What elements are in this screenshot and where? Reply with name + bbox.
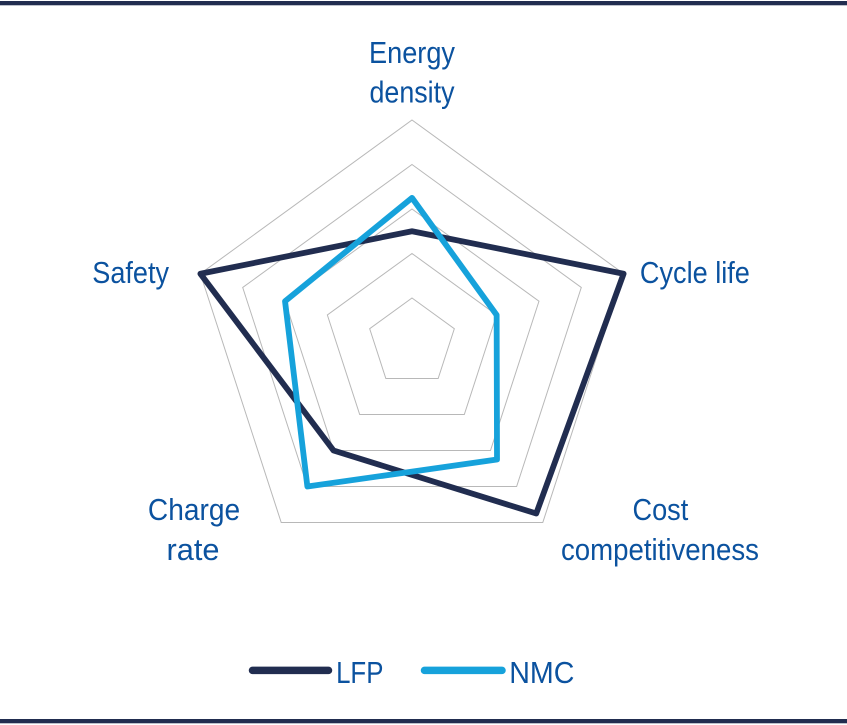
svg-text:Cycle life: Cycle life [640,255,750,290]
svg-text:LFP: LFP [336,655,383,690]
svg-text:NMC: NMC [509,655,574,690]
svg-text:density: density [370,75,455,110]
svg-text:rate: rate [167,532,220,567]
svg-text:Safety: Safety [92,255,169,290]
svg-text:Energy: Energy [369,35,455,70]
svg-text:Charge: Charge [148,492,240,527]
svg-text:Cost: Cost [633,492,689,527]
svg-text:competitiveness: competitiveness [561,532,759,567]
